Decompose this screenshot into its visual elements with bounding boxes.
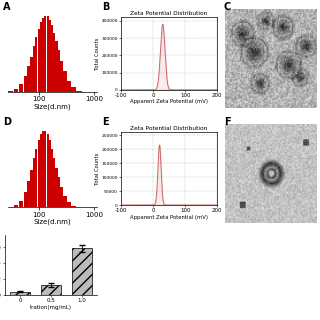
Bar bbox=[10, 292, 30, 295]
Bar bbox=[55, 41, 58, 92]
Bar bbox=[37, 140, 40, 207]
Bar bbox=[40, 134, 42, 207]
Bar bbox=[14, 89, 18, 92]
Bar bbox=[76, 91, 82, 92]
Bar bbox=[71, 87, 76, 92]
Bar bbox=[53, 33, 55, 92]
Bar bbox=[30, 57, 33, 92]
Bar bbox=[57, 177, 60, 207]
Bar bbox=[8, 91, 13, 92]
Title: Zeta Potential Distribution: Zeta Potential Distribution bbox=[131, 126, 208, 131]
Bar bbox=[33, 158, 35, 207]
Bar bbox=[46, 134, 49, 207]
Bar bbox=[41, 284, 61, 295]
Y-axis label: Total Counts: Total Counts bbox=[95, 153, 100, 185]
X-axis label: Size(d.nm): Size(d.nm) bbox=[34, 104, 71, 110]
Bar bbox=[44, 131, 46, 207]
Bar bbox=[33, 46, 35, 92]
Bar bbox=[57, 50, 60, 92]
Bar bbox=[49, 20, 51, 92]
Bar bbox=[19, 84, 23, 92]
Bar bbox=[14, 205, 18, 207]
Bar bbox=[40, 22, 42, 92]
Text: E: E bbox=[102, 117, 109, 127]
Title: Zeta Potential Distribution: Zeta Potential Distribution bbox=[131, 11, 208, 15]
Bar bbox=[27, 66, 30, 92]
Text: B: B bbox=[102, 2, 110, 12]
Bar bbox=[30, 170, 33, 207]
X-axis label: tration(mg/mL): tration(mg/mL) bbox=[30, 305, 72, 310]
Bar bbox=[51, 25, 53, 92]
Bar bbox=[63, 71, 67, 92]
Bar bbox=[67, 202, 71, 207]
Bar bbox=[53, 158, 55, 207]
Bar bbox=[44, 16, 46, 92]
Bar bbox=[36, 148, 37, 207]
Text: A: A bbox=[3, 2, 11, 12]
Text: C: C bbox=[224, 2, 231, 12]
Bar bbox=[24, 76, 27, 92]
Bar bbox=[60, 60, 63, 92]
Bar bbox=[60, 187, 63, 207]
Bar bbox=[49, 140, 51, 207]
Bar bbox=[46, 16, 49, 92]
Bar bbox=[67, 81, 71, 92]
Bar bbox=[19, 201, 23, 207]
X-axis label: Apparent Zeta Potential (mV): Apparent Zeta Potential (mV) bbox=[130, 100, 208, 104]
Y-axis label: Total Counts: Total Counts bbox=[95, 37, 100, 70]
Bar bbox=[51, 148, 53, 207]
Text: F: F bbox=[224, 117, 231, 127]
Bar bbox=[71, 205, 76, 207]
Bar bbox=[36, 37, 37, 92]
Bar bbox=[63, 196, 67, 207]
Bar bbox=[55, 168, 58, 207]
X-axis label: Apparent Zeta Potential (mV): Apparent Zeta Potential (mV) bbox=[130, 215, 208, 220]
Bar bbox=[42, 18, 44, 92]
Text: D: D bbox=[3, 117, 11, 127]
X-axis label: Size(d.nm): Size(d.nm) bbox=[34, 219, 71, 225]
Bar bbox=[24, 192, 27, 207]
Bar bbox=[37, 29, 40, 92]
Bar bbox=[72, 249, 92, 295]
Bar bbox=[42, 131, 44, 207]
Bar bbox=[27, 181, 30, 207]
